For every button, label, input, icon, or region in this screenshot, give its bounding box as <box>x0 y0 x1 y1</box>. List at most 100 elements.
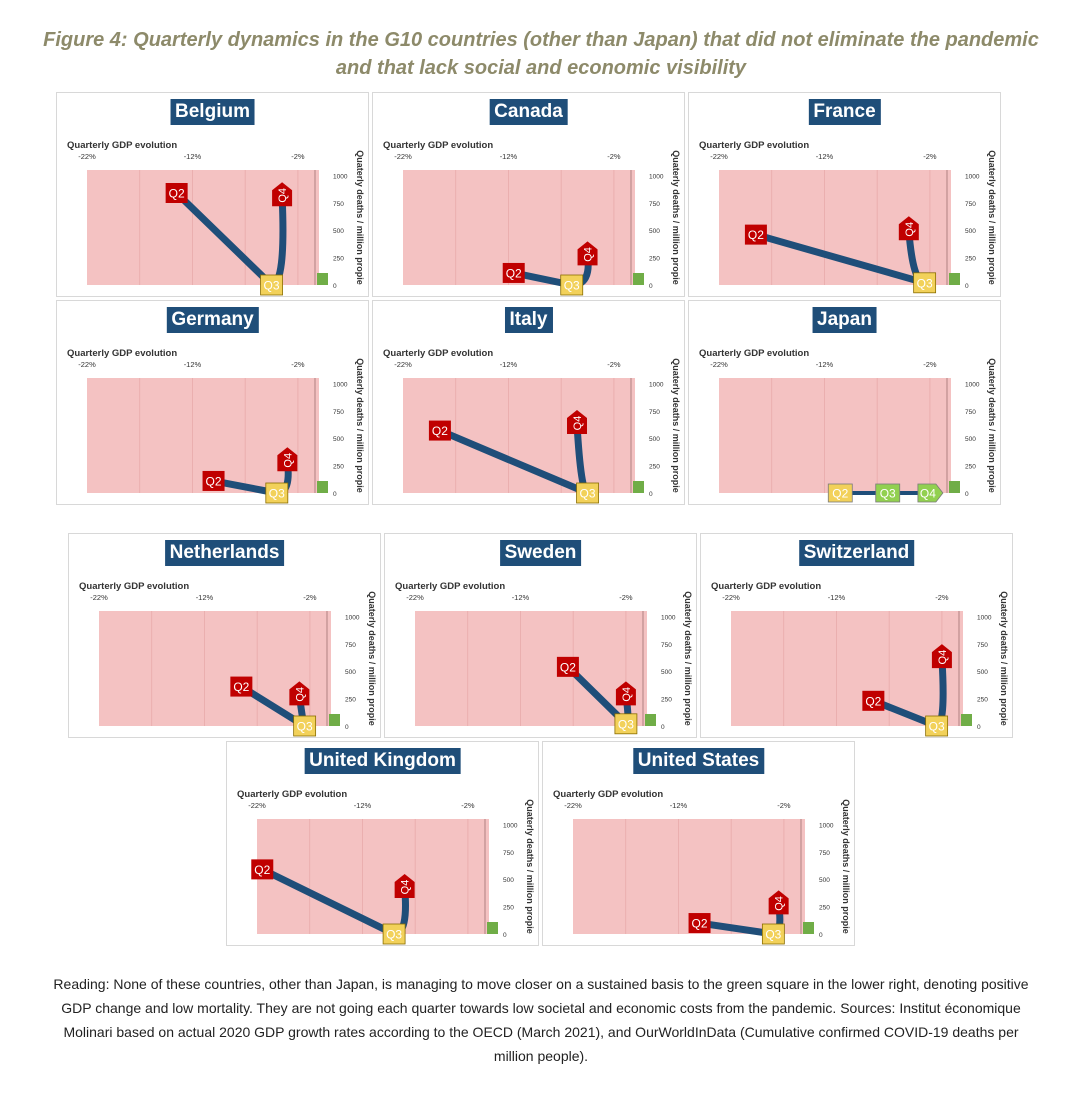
chart-panel-italy: Italy Quarterly GDP evolution -22% -12% -2%… <box>372 300 685 505</box>
quarter-marker-q2: Q2 <box>203 471 225 491</box>
reading-note: Reading: None of these countries, other … <box>52 972 1030 1068</box>
green-target-square <box>961 714 972 726</box>
x-tick-label: -22% <box>248 801 266 810</box>
y-tick-label: 750 <box>965 409 976 416</box>
marker-label: Q4 <box>400 880 412 895</box>
chart-panel-united-states: United States Quarterly GDP evolution -22… <box>542 741 855 946</box>
x-tick-label: -12% <box>500 152 518 161</box>
marker-label: Q2 <box>560 660 576 674</box>
x-tick-label: -12% <box>354 801 372 810</box>
y-tick-label: 750 <box>333 201 344 208</box>
y-tick-label: 250 <box>333 256 344 263</box>
x-tick-label: -22% <box>710 360 728 369</box>
quarter-marker-q2: Q2 <box>166 183 188 203</box>
y-axis-label: Quaterly deaths / million propie <box>355 150 365 285</box>
y-tick-label: 1000 <box>965 173 980 180</box>
marker-label: Q3 <box>618 717 634 731</box>
y-axis-label: Quaterly deaths / million propie <box>367 591 377 726</box>
chart-svg: Quarterly GDP evolution-22% -12% -2% 1000 75… <box>385 534 698 739</box>
x-tick-label: -12% <box>828 593 846 602</box>
y-tick-label: 500 <box>333 228 344 235</box>
chart-panel-belgium: Belgium Quarterly GDP evolution -22% -12% -… <box>56 92 369 297</box>
x-axis-label: Quarterly GDP evolution <box>395 581 505 592</box>
marker-label: Q4 <box>583 247 595 262</box>
green-target-square <box>645 714 656 726</box>
chart-panel-united-kingdom: United Kingdom Quarterly GDP evolution -2… <box>226 741 539 946</box>
x-tick-label: -12% <box>500 360 518 369</box>
quarter-marker-q3: Q3 <box>577 483 599 503</box>
y-tick-label: 0 <box>965 283 969 290</box>
green-target-square <box>329 714 340 726</box>
y-tick-label: 500 <box>503 877 514 884</box>
marker-label: Q3 <box>929 720 945 734</box>
x-tick-label: -2% <box>303 593 317 602</box>
quarter-marker-q2: Q2 <box>745 225 767 245</box>
x-tick-label: -12% <box>816 360 834 369</box>
y-tick-label: 0 <box>333 491 337 498</box>
x-tick-label: -22% <box>722 593 740 602</box>
marker-label: Q2 <box>748 228 764 242</box>
y-tick-label: 0 <box>819 932 823 939</box>
y-tick-label: 250 <box>977 697 988 704</box>
plot-area <box>257 819 489 934</box>
y-tick-label: 500 <box>333 436 344 443</box>
green-target-square <box>633 273 644 285</box>
y-axis-label: Quaterly deaths / million propie <box>841 799 851 934</box>
marker-label: Q4 <box>572 416 584 431</box>
marker-label: Q2 <box>832 487 848 501</box>
marker-label: Q4 <box>904 222 916 237</box>
marker-label: Q2 <box>432 424 448 438</box>
marker-label: Q2 <box>206 474 222 488</box>
x-tick-label: -2% <box>619 593 633 602</box>
x-tick-label: -22% <box>394 152 412 161</box>
y-tick-label: 0 <box>977 724 981 731</box>
quarter-marker-q3: Q3 <box>261 275 283 295</box>
x-axis-label: Quarterly GDP evolution <box>711 581 821 592</box>
y-tick-label: 250 <box>649 464 660 471</box>
y-tick-label: 0 <box>345 724 349 731</box>
y-tick-label: 250 <box>661 697 672 704</box>
y-tick-label: 1000 <box>333 173 348 180</box>
y-axis-label: Quaterly deaths / million propie <box>671 150 681 285</box>
marker-label: Q2 <box>169 187 185 201</box>
y-tick-label: 0 <box>649 491 653 498</box>
marker-label: Q4 <box>920 487 936 501</box>
y-tick-label: 0 <box>965 491 969 498</box>
chart-svg: Quarterly GDP evolution-22% -12% -2% 1000 75… <box>689 93 1002 298</box>
x-axis-label: Quarterly GDP evolution <box>699 348 809 359</box>
marker-label: Q3 <box>297 720 313 734</box>
green-target-square <box>317 481 328 493</box>
marker-label: Q2 <box>233 680 249 694</box>
quarter-marker-q3: Q3 <box>762 924 784 944</box>
x-tick-label: -2% <box>461 801 475 810</box>
y-tick-label: 500 <box>649 436 660 443</box>
y-tick-label: 750 <box>977 642 988 649</box>
y-tick-label: 750 <box>503 850 514 857</box>
y-axis-label: Quaterly deaths / million propie <box>525 799 535 934</box>
y-tick-label: 250 <box>965 464 976 471</box>
x-tick-label: -2% <box>923 360 937 369</box>
chart-svg: Quarterly GDP evolution-22% -12% -2% 1000 75… <box>227 742 540 947</box>
x-tick-label: -12% <box>816 152 834 161</box>
quarter-marker-q3: Q3 <box>266 483 288 503</box>
y-tick-label: 250 <box>965 256 976 263</box>
y-tick-label: 750 <box>649 201 660 208</box>
green-target-square <box>487 922 498 934</box>
quarter-marker-q2: Q2 <box>230 677 252 697</box>
x-tick-label: -22% <box>710 152 728 161</box>
x-tick-label: -2% <box>291 360 305 369</box>
x-axis-label: Quarterly GDP evolution <box>383 348 493 359</box>
y-tick-label: 1000 <box>503 822 518 829</box>
green-target-square <box>633 481 644 493</box>
quarter-marker-q3: Q3 <box>926 716 948 736</box>
y-tick-label: 250 <box>649 256 660 263</box>
marker-label: Q4 <box>937 650 949 665</box>
chart-svg: Quarterly GDP evolution-22% -12% -2% 1000 75… <box>69 534 382 739</box>
y-tick-label: 500 <box>345 669 356 676</box>
x-axis-label: Quarterly GDP evolution <box>699 140 809 151</box>
x-tick-label: -22% <box>78 152 96 161</box>
x-axis-label: Quarterly GDP evolution <box>553 789 663 800</box>
chart-panel-sweden: Sweden Quarterly GDP evolution -22% -12% -2… <box>384 533 697 738</box>
marker-label: Q4 <box>294 687 306 702</box>
x-axis-label: Quarterly GDP evolution <box>383 140 493 151</box>
